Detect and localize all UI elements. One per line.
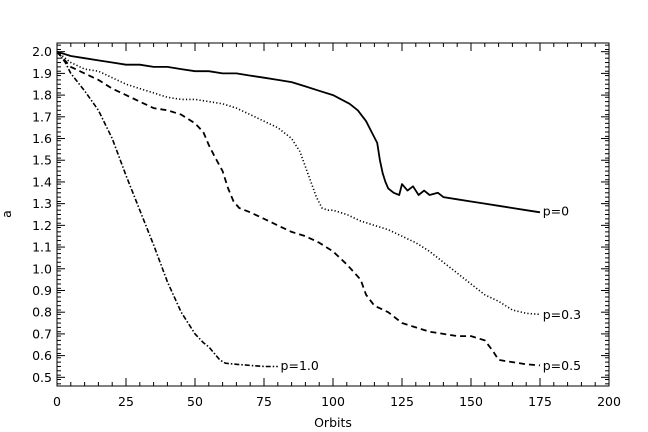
curve-label: p=0.3 — [543, 307, 581, 322]
x-tick-label: 50 — [187, 394, 203, 409]
curve-label: p=0.5 — [543, 358, 581, 373]
series-line-p-0-5 — [56, 51, 541, 367]
y-tick-label: 1.0 — [32, 261, 52, 276]
series-line-p-0-3 — [56, 51, 541, 316]
x-tick-label: 100 — [321, 394, 345, 409]
x-axis-label: Orbits — [314, 415, 352, 430]
series-line-p-0 — [56, 50, 541, 214]
y-tick-label: 1.5 — [32, 153, 52, 168]
y-tick-label: 1.7 — [32, 109, 52, 124]
x-tick-label: 150 — [459, 394, 483, 409]
curve-labels: p=0 p=0.3 p=0.5 p=1.0 — [281, 204, 581, 373]
axis-ticks: 0 25 50 75 100 125 150 175 200 0.5 0.6 0.7 0.8 0.9 1.0… — [32, 43, 621, 409]
y-tick-label: 1.6 — [32, 131, 52, 146]
series-curves — [56, 50, 541, 368]
y-tick-label: 1.9 — [32, 66, 52, 81]
y-tick-label: 1.8 — [32, 88, 52, 103]
y-tick-label: 0.7 — [32, 326, 52, 341]
x-tick-label: 175 — [528, 394, 552, 409]
y-tick-label: 1.1 — [32, 240, 52, 255]
y-tick-label: 0.5 — [32, 370, 52, 385]
x-tick-label: 0 — [53, 394, 61, 409]
y-tick-label: 0.6 — [32, 348, 52, 363]
x-tick-label: 125 — [390, 394, 414, 409]
x-tick-label: 25 — [118, 394, 134, 409]
x-tick-label: 200 — [597, 394, 621, 409]
y-tick-label: 2.0 — [32, 44, 52, 59]
y-tick-label: 1.2 — [32, 218, 52, 233]
y-tick-label: 1.3 — [32, 196, 52, 211]
x-tick-label: 75 — [256, 394, 272, 409]
y-tick-label: 1.4 — [32, 174, 52, 189]
y-tick-label: 0.9 — [32, 283, 52, 298]
curve-label: p=1.0 — [281, 358, 319, 373]
y-axis-label: a — [0, 210, 14, 218]
curve-label: p=0 — [543, 204, 569, 219]
series-line-p-1-0 — [56, 51, 278, 368]
y-tick-label: 0.8 — [32, 305, 52, 320]
